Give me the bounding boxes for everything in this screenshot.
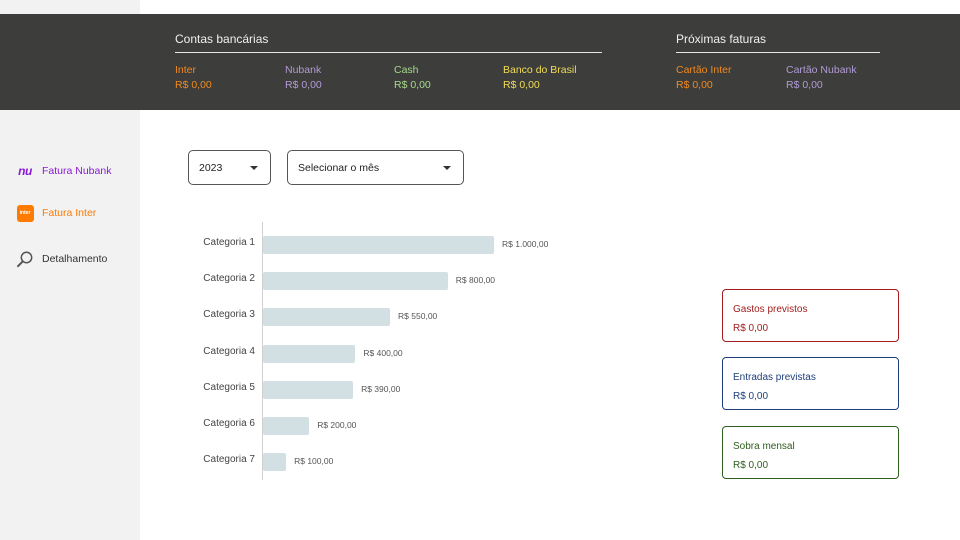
chart-category-label: Categoria 6 xyxy=(203,418,255,429)
accounts-title: Contas bancárias xyxy=(175,32,269,46)
account-value: R$ 0,00 xyxy=(285,79,322,91)
chart-axis xyxy=(262,222,263,480)
sidebar-item-label: Fatura Inter xyxy=(42,207,97,219)
sidebar-item-fatura-nubank[interactable]: nu Fatura Nubank xyxy=(16,162,111,180)
chart-category-label: Categoria 4 xyxy=(203,345,255,357)
chart-bar xyxy=(263,344,356,363)
year-value: 2023 xyxy=(199,161,223,174)
card-value: R$ 0,00 xyxy=(733,460,769,471)
account-name: Banco do Brasil xyxy=(503,64,577,76)
card-sobra-mensal: Sobra mensal R$ 0,00 xyxy=(722,426,899,479)
chevron-down-icon xyxy=(250,166,258,170)
chart-bar xyxy=(263,272,448,291)
sidebar-item-label: Fatura Nubank xyxy=(42,165,112,177)
chart-category-label: Categoria 1 xyxy=(203,237,255,248)
search-icon xyxy=(16,250,34,268)
sidebar-item-fatura-inter[interactable]: inter Fatura Inter xyxy=(16,204,96,222)
chart-bar xyxy=(263,308,391,327)
nubank-logo-icon: nu xyxy=(18,164,32,178)
chart-category-label: Categoria 2 xyxy=(203,273,255,285)
chart-category-label: Categoria 3 xyxy=(203,309,255,321)
account-inter: Inter R$ 0,00 xyxy=(175,63,212,93)
chart-bar xyxy=(263,453,287,472)
chevron-down-icon xyxy=(443,166,451,170)
invoice-value: R$ 0,00 xyxy=(786,79,823,91)
card-title: Entradas previstas xyxy=(733,372,816,383)
invoice-name: Cartão Nubank xyxy=(786,64,857,76)
account-banco-do-brasil: Banco do Brasil R$ 0,00 xyxy=(503,63,577,93)
account-name: Nubank xyxy=(285,64,322,76)
card-gastos-previstos: Gastos previstos R$ 0,00 xyxy=(722,289,899,342)
chart-value-label: R$ 550,00 xyxy=(398,311,438,322)
chart-value-label: R$ 800,00 xyxy=(455,275,496,286)
chart-bar xyxy=(263,380,354,399)
sidebar-item-detalhamento[interactable]: Detalhamento xyxy=(16,250,107,268)
account-value: R$ 0,00 xyxy=(394,79,431,91)
summary-header: Contas bancárias Inter R$ 0,00 Nubank R$… xyxy=(0,14,960,110)
account-nubank: Nubank R$ 0,00 xyxy=(285,63,322,93)
invoice-value: R$ 0,00 xyxy=(676,79,713,91)
account-name: Inter xyxy=(175,64,197,76)
card-value: R$ 0,00 xyxy=(733,323,769,334)
chart-value-label: R$ 1.000,00 xyxy=(502,239,549,249)
invoice-cartao-nubank: Cartão Nubank R$ 0,00 xyxy=(786,63,857,93)
inter-logo-icon: inter xyxy=(16,204,34,222)
invoices-divider xyxy=(676,52,880,53)
chart-bar xyxy=(263,417,310,435)
account-cash: Cash R$ 0,00 xyxy=(394,63,431,93)
month-placeholder: Selecionar o mês xyxy=(298,161,380,174)
chart-category-label: Categoria 5 xyxy=(203,381,255,393)
month-select[interactable]: Selecionar o mês xyxy=(287,150,464,185)
chart-value-label: R$ 200,00 xyxy=(317,420,357,430)
card-value: R$ 0,00 xyxy=(733,391,769,402)
sidebar-item-label: Detalhamento xyxy=(42,253,108,265)
invoice-cartao-inter: Cartão Inter R$ 0,00 xyxy=(676,63,731,93)
invoice-name: Cartão Inter xyxy=(676,64,732,76)
chart-value-label: R$ 400,00 xyxy=(363,347,403,358)
invoices-title: Próximas faturas xyxy=(676,32,767,46)
chart-value-label: R$ 100,00 xyxy=(294,456,334,467)
chart-category-label: Categoria 7 xyxy=(203,454,255,466)
category-bar-chart: Categoria 1 R$ 1.000,00 Categoria 2 R$ 800,… xyxy=(180,222,580,482)
card-entradas-previstas: Entradas previstas R$ 0,00 xyxy=(722,357,899,410)
card-title: Gastos previstos xyxy=(733,304,808,315)
account-value: R$ 0,00 xyxy=(175,79,212,91)
year-select[interactable]: 2023 xyxy=(188,150,271,185)
card-title: Sobra mensal xyxy=(733,441,795,452)
accounts-divider xyxy=(175,52,602,53)
chart-value-label: R$ 390,00 xyxy=(361,383,401,394)
account-value: R$ 0,00 xyxy=(503,79,540,91)
account-name: Cash xyxy=(394,64,419,76)
chart-bar xyxy=(263,236,494,254)
